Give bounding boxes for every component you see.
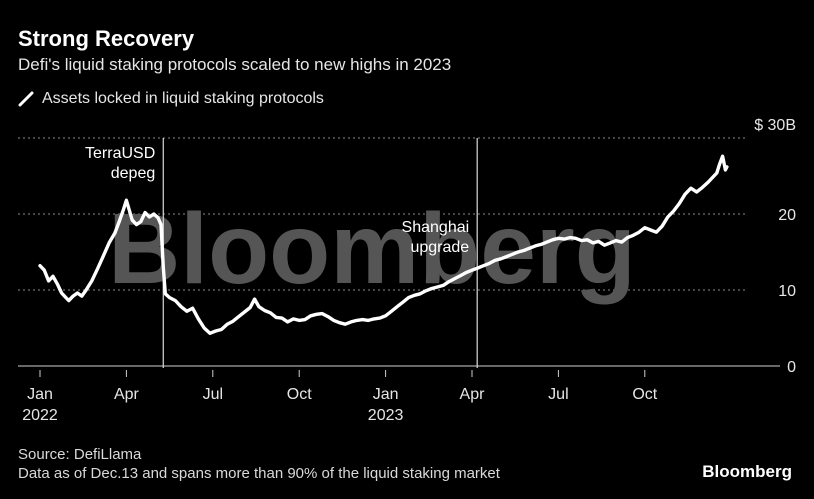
grid-layer (18, 137, 780, 367)
y-tick-label: 0 (787, 359, 796, 376)
x-tick-label: Oct (287, 386, 312, 403)
x-axis: Jan 2022 Apr Jul Oct Jan 2023 Apr Jul Oct (22, 370, 658, 424)
bloomberg-logo: Bloomberg (702, 462, 792, 481)
chart-title: Strong Recovery (18, 26, 195, 51)
legend: Assets locked in liquid staking protocol… (18, 90, 324, 108)
x-tick-label: Jan (373, 386, 399, 403)
legend-line-icon (18, 91, 34, 107)
series-layer (38, 154, 729, 335)
event-annotation-label: upgrade (410, 239, 469, 256)
x-tick-year-label: 2023 (368, 407, 404, 424)
x-tick-label: Oct (632, 386, 657, 403)
x-tick-year-label: 2022 (22, 407, 58, 424)
x-tick-label: Jan (27, 386, 53, 403)
x-tick-label: Jul (548, 386, 568, 403)
chart-subtitle: Defi's liquid staking protocols scaled t… (18, 55, 452, 74)
x-tick-label: Jul (203, 386, 223, 403)
watermark-text: Bloomberg (108, 193, 636, 305)
event-annotation-label: TerraUSD (85, 145, 155, 162)
event-annotation-label: Shanghai (402, 219, 470, 236)
data-note: Data as of Dec.13 and spans more than 90… (18, 465, 500, 482)
x-tick-label: Apr (460, 386, 486, 403)
legend-label: Assets locked in liquid staking protocol… (42, 90, 324, 107)
y-axis: 0 10 20 $ 30B (754, 117, 796, 376)
y-tick-label: $ 30B (754, 117, 796, 134)
event-annotation-label: depeg (111, 165, 156, 182)
y-tick-label: 20 (778, 207, 796, 224)
x-tick-label: Apr (114, 386, 140, 403)
source-note: Source: DefiLlama (18, 446, 142, 463)
series-line-liquid-staking (38, 154, 729, 335)
event-layer: TerraUSD depeg Shanghai upgrade (85, 138, 478, 368)
y-tick-label: 10 (778, 283, 796, 300)
